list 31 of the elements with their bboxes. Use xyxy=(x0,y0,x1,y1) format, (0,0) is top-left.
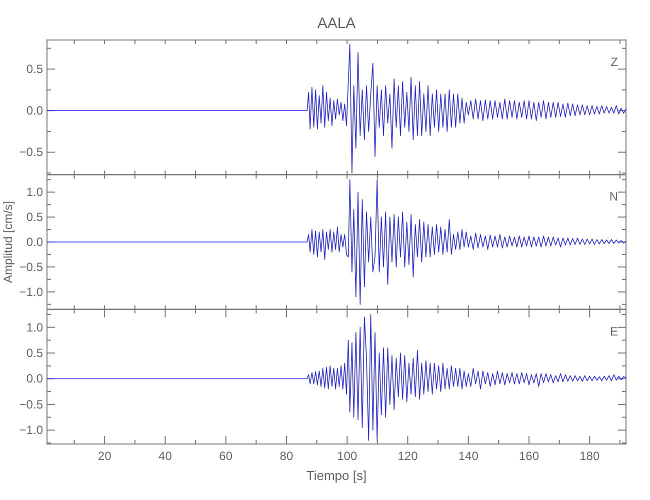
annotation: Z xyxy=(610,55,618,69)
y-tick-label: 0.0 xyxy=(26,104,44,118)
line-series xyxy=(46,314,626,441)
y-axis-title: Amplitud [cm/s] xyxy=(1,200,15,284)
x-tick-label: 20 xyxy=(98,449,112,463)
x-tick-label: 60 xyxy=(219,449,233,463)
y-tick-label: 1.0 xyxy=(26,185,44,200)
y-tick-label: −0.5 xyxy=(19,397,44,412)
x-tick-label: 180 xyxy=(580,449,600,463)
y-tick-label: 0.0 xyxy=(26,372,44,386)
x-tick-label: 120 xyxy=(398,449,418,463)
y-tick-label: 0.5 xyxy=(26,62,44,76)
y-tick-label: 0.5 xyxy=(26,210,44,224)
x-tick-label: 100 xyxy=(337,449,358,463)
y-tick-label: −1.0 xyxy=(19,284,44,299)
y-tick-label: −0.5 xyxy=(19,145,44,160)
x-tick-label: 80 xyxy=(280,449,294,463)
x-axis-title: Tiempo [s] xyxy=(306,468,367,483)
chart-title: AALA xyxy=(317,15,356,32)
y-tick-label: 1.0 xyxy=(26,320,44,334)
y-tick-label: 0.0 xyxy=(26,235,44,249)
annotation: N xyxy=(609,190,618,204)
y-tick-label: 0.5 xyxy=(26,346,44,360)
annotation: E xyxy=(610,324,618,338)
line-series xyxy=(46,44,626,174)
x-tick-label: 140 xyxy=(458,449,479,463)
y-tick-label: −0.5 xyxy=(19,260,44,274)
y-tick-label: −1.0 xyxy=(19,423,44,438)
line-series xyxy=(46,179,626,305)
x-tick-label: 40 xyxy=(158,449,172,463)
x-tick-label: 160 xyxy=(518,449,540,463)
